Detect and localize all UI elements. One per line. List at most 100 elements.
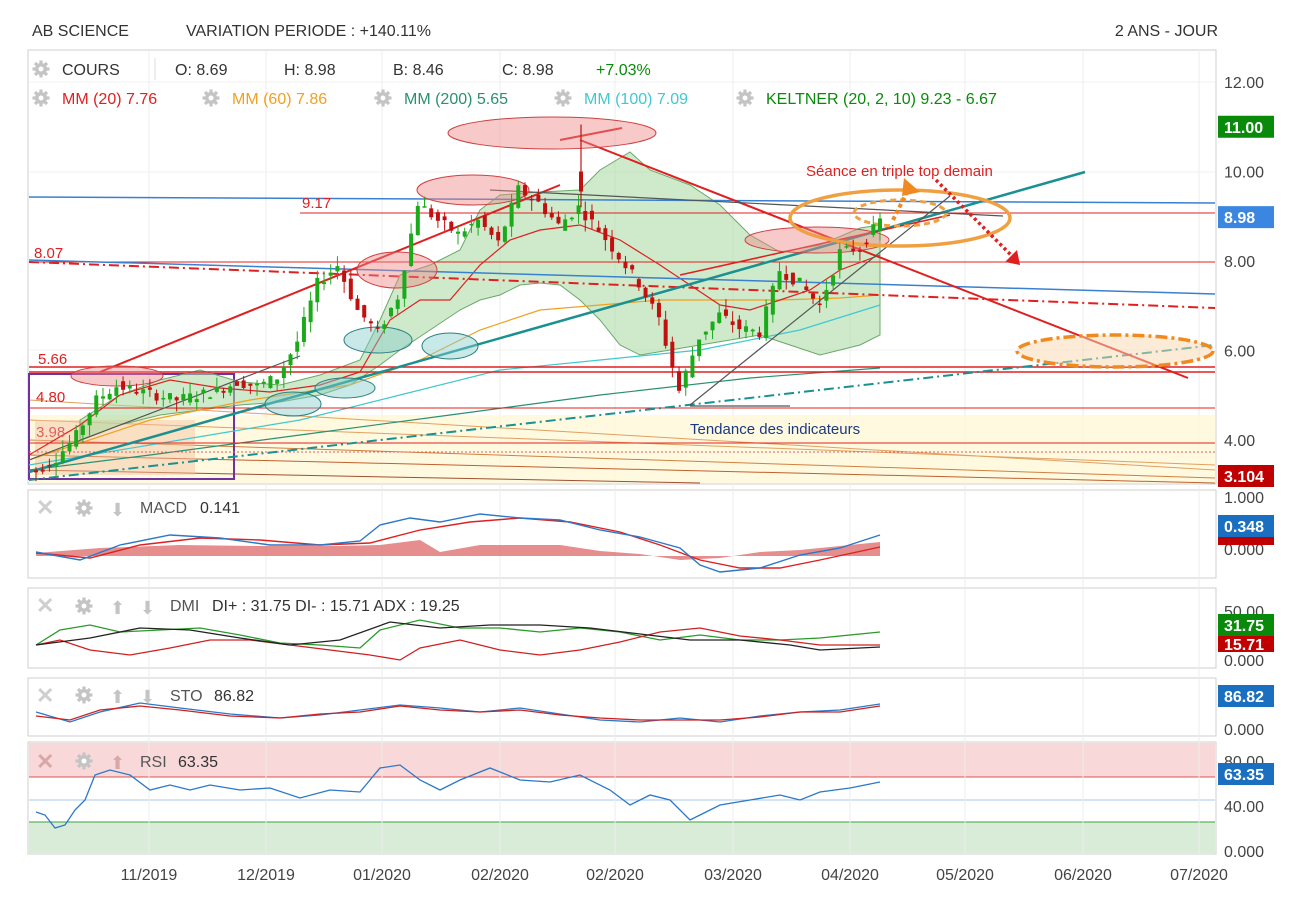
candle-body bbox=[804, 286, 809, 291]
candle-body bbox=[201, 389, 206, 394]
dmi-move-down-icon[interactable]: ⬇ bbox=[140, 598, 155, 618]
sto-move-up-icon[interactable]: ⬆ bbox=[110, 687, 125, 707]
macd-histogram bbox=[36, 540, 880, 560]
sto-settings-icon[interactable] bbox=[75, 686, 93, 704]
indicator-settings-icon[interactable] bbox=[554, 89, 572, 107]
candle-body bbox=[134, 391, 139, 394]
candle-body bbox=[750, 329, 755, 332]
candle-body bbox=[489, 227, 494, 235]
candle-body bbox=[107, 393, 112, 400]
rsi-tag-box bbox=[1218, 763, 1274, 785]
candle-body bbox=[690, 355, 695, 378]
candle-body bbox=[737, 319, 742, 330]
candle-body bbox=[174, 397, 179, 401]
candle-body bbox=[462, 231, 467, 237]
macd-axis-tick: 0.000 bbox=[1224, 542, 1264, 559]
rsi-tag-text: 63.35 bbox=[1224, 767, 1264, 784]
macd-axis-tick: 1.000 bbox=[1224, 490, 1264, 507]
dmi-move-up-icon[interactable]: ⬆ bbox=[110, 598, 125, 618]
candle-body bbox=[94, 395, 99, 415]
macd-move-down-icon[interactable]: ⬇ bbox=[110, 500, 125, 520]
indicator-settings-icon[interactable] bbox=[374, 89, 392, 107]
candle-body bbox=[141, 389, 146, 394]
cours-settings-icon[interactable] bbox=[32, 60, 50, 78]
candle-body bbox=[556, 216, 561, 224]
indicator-settings-icon[interactable] bbox=[32, 89, 50, 107]
period-variation: VARIATION PERIODE : +140.11% bbox=[186, 23, 431, 40]
indicator-legend-label: MM (60) 7.86 bbox=[232, 91, 327, 108]
candle-body bbox=[878, 218, 882, 232]
sto-close-icon[interactable]: ✕ bbox=[36, 683, 54, 708]
candle-body bbox=[181, 394, 186, 401]
dmi-value: DI+ : 31.75 DI- : 15.71 ADX : 19.25 bbox=[212, 598, 460, 615]
date-axis: 11/2019 12/2019 01/2020 02/2020 02/2020 03/20… bbox=[121, 867, 1228, 884]
macd-label: MACD bbox=[140, 500, 187, 517]
period-range[interactable]: 2 ANS - JOUR bbox=[1114, 23, 1218, 40]
candle-body bbox=[188, 393, 193, 403]
macd-signal-tag-box bbox=[1218, 537, 1274, 545]
candle-body bbox=[194, 399, 199, 403]
candle-body bbox=[710, 321, 715, 331]
sto-tag-text: 86.82 bbox=[1224, 689, 1264, 706]
price-levels bbox=[29, 212, 1215, 453]
price-axis-tick: 8.00 bbox=[1224, 254, 1255, 271]
candle-body bbox=[717, 312, 722, 323]
candle-body bbox=[375, 327, 380, 329]
rsi-settings-icon[interactable] bbox=[75, 752, 93, 770]
candle-body bbox=[368, 321, 373, 324]
candle-body bbox=[730, 321, 735, 325]
sto-label: STO bbox=[170, 688, 203, 705]
candle-body bbox=[563, 219, 568, 231]
dmi-close-icon[interactable]: ✕ bbox=[36, 593, 54, 618]
candle-body bbox=[509, 202, 514, 227]
sto-value: 86.82 bbox=[214, 688, 254, 705]
ma-200-line bbox=[28, 367, 881, 471]
candle-body bbox=[824, 290, 829, 301]
price-tag-box bbox=[1218, 115, 1274, 138]
rsi-panel-frame bbox=[27, 741, 1217, 855]
triple-top-annotation: Séance en triple top demain bbox=[806, 163, 993, 180]
candle-body bbox=[857, 250, 862, 252]
candle-body bbox=[811, 293, 816, 299]
candle-body bbox=[74, 430, 79, 447]
rsi-close-icon[interactable]: ✕ bbox=[36, 749, 54, 774]
indicator-legend-label: KELTNER (20, 2, 10) 9.23 - 6.67 bbox=[766, 91, 997, 108]
date-axis-tick: 06/2020 bbox=[1054, 867, 1112, 884]
candle-body bbox=[121, 381, 126, 390]
quote-open: O: 8.69 bbox=[175, 62, 228, 79]
candle-body bbox=[589, 210, 594, 220]
candle-body bbox=[757, 332, 762, 338]
candle-body bbox=[469, 223, 474, 226]
rsi-move-up-icon[interactable]: ⬆ bbox=[110, 753, 125, 773]
candle-body bbox=[328, 272, 333, 276]
level-label-807: 8.07 bbox=[34, 245, 63, 262]
indicator-legend: MM (20) 7.76 MM (60) 7.86 MM (200) 5.65 MM … bbox=[32, 89, 997, 108]
price-panel-frame bbox=[27, 49, 1217, 485]
date-axis-tick: 11/2019 bbox=[121, 867, 178, 884]
candle-body bbox=[569, 217, 574, 220]
candle-body bbox=[549, 213, 554, 218]
candle-body bbox=[502, 226, 507, 242]
macd-settings-icon[interactable] bbox=[75, 499, 93, 517]
price-axis-tick: 12.00 bbox=[1224, 75, 1264, 92]
candle-body bbox=[636, 279, 641, 288]
candle-body bbox=[482, 215, 487, 227]
indicator-settings-icon[interactable] bbox=[736, 89, 754, 107]
candle-body bbox=[844, 246, 849, 248]
price-axis-tick: 10.00 bbox=[1224, 165, 1264, 182]
indicator-settings-icon[interactable] bbox=[202, 89, 220, 107]
dmi-settings-icon[interactable] bbox=[75, 597, 93, 615]
candle-body bbox=[579, 171, 583, 192]
candle-body bbox=[275, 379, 280, 384]
sto-move-down-icon[interactable]: ⬇ bbox=[140, 687, 155, 707]
macd-tag-box bbox=[1218, 515, 1274, 537]
macd-tag-text: 0.348 bbox=[1224, 519, 1264, 536]
candle-body bbox=[167, 393, 172, 400]
price-axis: 12.00 10.00 8.00 6.00 4.00 bbox=[1224, 75, 1264, 450]
sto-panel bbox=[35, 702, 881, 723]
quote-high: H: 8.98 bbox=[284, 62, 336, 79]
candle-body bbox=[429, 208, 434, 218]
candle-body bbox=[851, 248, 856, 252]
macd-close-icon[interactable]: ✕ bbox=[36, 495, 54, 520]
candle-body bbox=[623, 261, 628, 269]
